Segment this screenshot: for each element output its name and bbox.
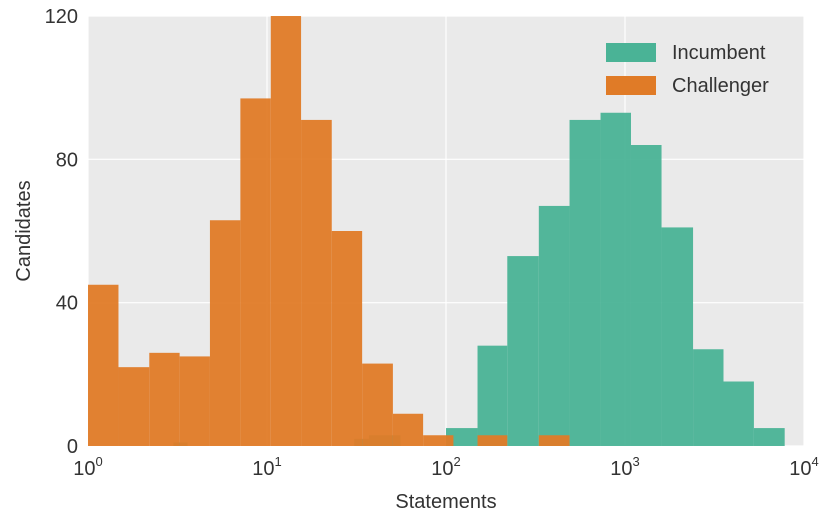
bar-challenger	[270, 16, 302, 446]
bar-challenger	[118, 367, 150, 446]
bar-challenger	[477, 435, 508, 446]
bar-incumbent	[630, 145, 662, 446]
x-tick-label: 103	[610, 454, 639, 480]
bar-challenger	[301, 119, 332, 447]
bar-challenger	[331, 231, 363, 446]
bar-challenger	[362, 363, 393, 446]
bar-incumbent	[477, 345, 508, 446]
y-axis-title: Candidates	[13, 180, 35, 281]
bar-incumbent	[693, 349, 724, 446]
bar-challenger	[423, 435, 454, 446]
legend: Incumbent Challenger	[606, 42, 769, 97]
y-tick-label: 40	[56, 293, 78, 315]
bar-challenger	[209, 220, 241, 446]
x-tick-label: 102	[431, 454, 460, 480]
legend-swatch-challenger	[606, 76, 656, 95]
bar-incumbent	[446, 428, 478, 446]
y-tick-label: 120	[45, 6, 78, 28]
bar-challenger	[149, 352, 180, 446]
legend-label-challenger: Challenger	[672, 75, 769, 97]
histogram-bars	[88, 16, 785, 447]
y-tick-label: 80	[56, 149, 78, 171]
bar-incumbent	[600, 112, 631, 446]
bar-challenger	[88, 284, 119, 446]
bar-challenger	[179, 356, 210, 446]
y-tick-labels: 0 40 80 120	[45, 6, 78, 458]
y-tick-label: 0	[67, 436, 78, 458]
bar-incumbent	[507, 256, 539, 446]
bar-challenger	[240, 98, 271, 447]
bar-incumbent	[753, 428, 785, 446]
bar-challenger	[538, 435, 570, 446]
x-tick-label: 104	[789, 454, 818, 480]
x-tick-label: 100	[73, 454, 102, 480]
bar-incumbent	[661, 227, 694, 446]
bar-incumbent	[723, 381, 754, 446]
bar-incumbent	[569, 119, 601, 447]
x-axis-title: Statements	[395, 491, 496, 513]
bar-incumbent	[538, 205, 570, 446]
legend-label-incumbent: Incumbent	[672, 42, 766, 64]
legend-swatch-incumbent	[606, 43, 656, 62]
x-tick-labels: 100 101 102 103 104	[73, 454, 818, 480]
x-tick-label: 101	[252, 454, 281, 480]
bar-challenger	[392, 413, 424, 446]
